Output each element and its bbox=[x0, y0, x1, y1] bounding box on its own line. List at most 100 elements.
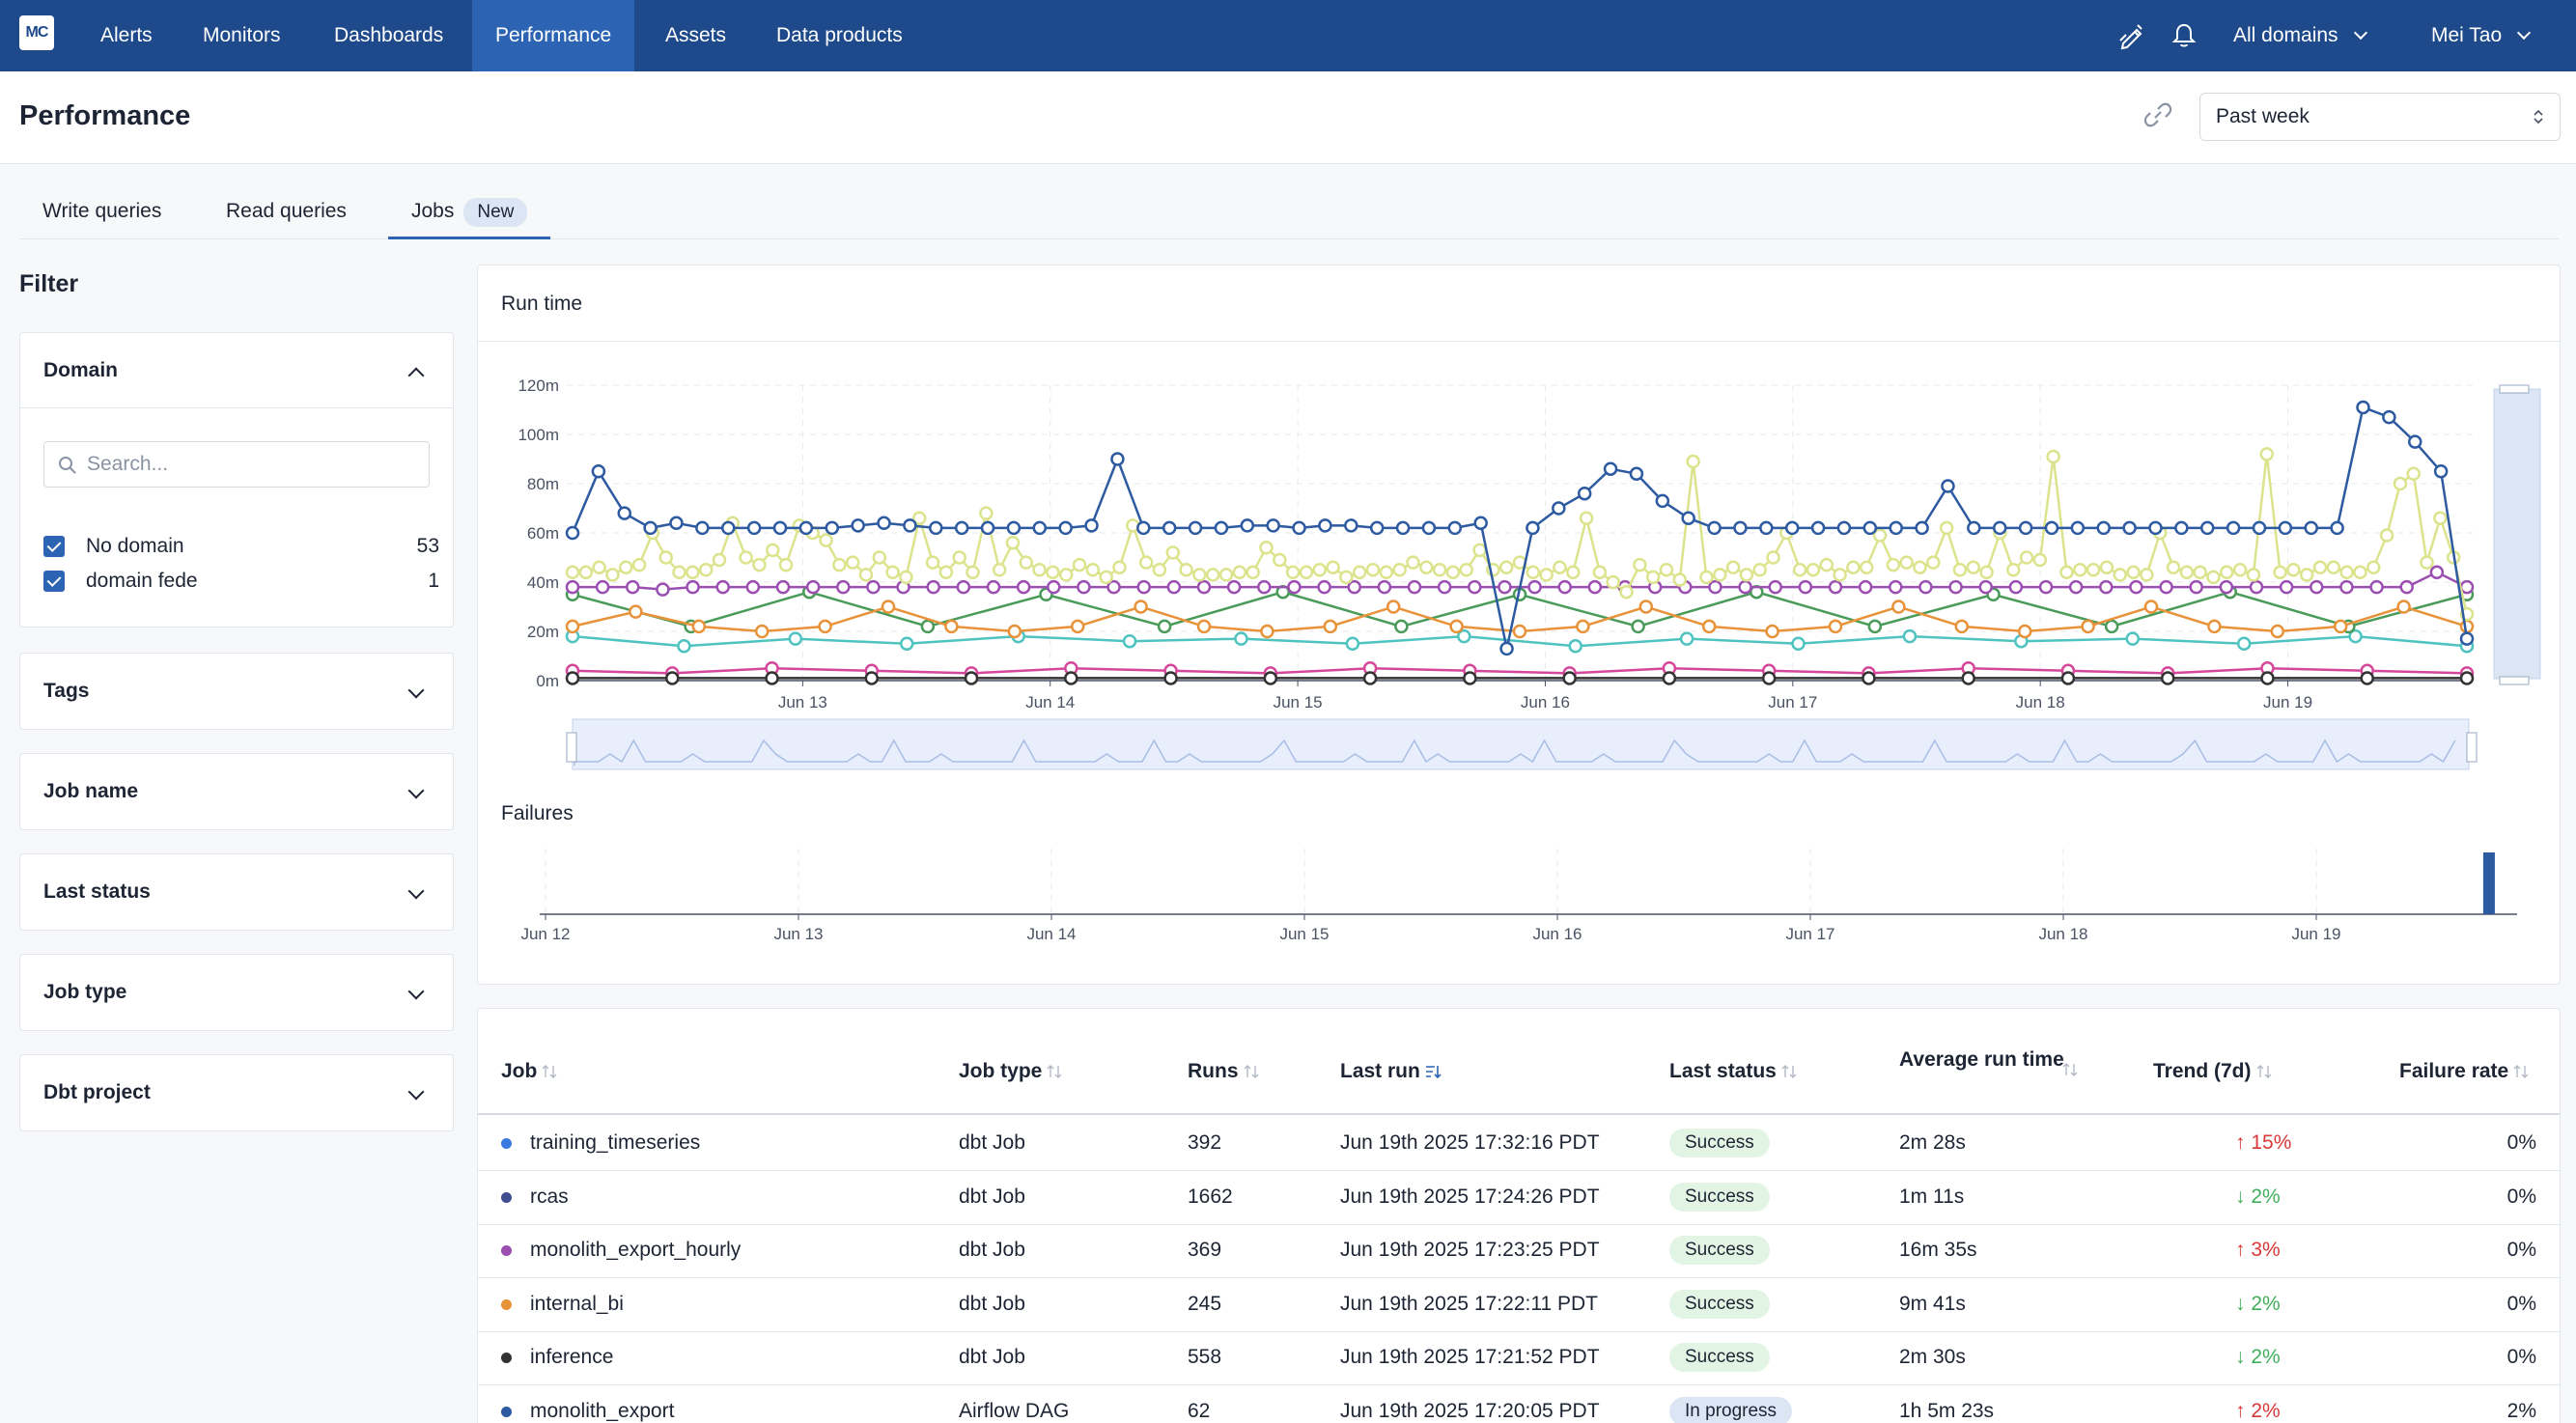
trend-value: ↑ 3% bbox=[2235, 1239, 2281, 1261]
table-row[interactable]: internal_bi dbt Job 245 Jun 19th 2025 17:22… bbox=[478, 1278, 2560, 1332]
data-point bbox=[885, 565, 900, 580]
column-last-status[interactable]: Last status bbox=[1669, 1060, 1798, 1083]
nav-item-alerts[interactable]: Alerts bbox=[100, 24, 153, 46]
tab-write-queries[interactable]: Write queries bbox=[42, 200, 162, 222]
table-row[interactable]: monolith_export_hourly dbt Job 369 Jun 19th… bbox=[478, 1224, 2560, 1278]
runs: 369 bbox=[1188, 1239, 1222, 1261]
data-point bbox=[1752, 563, 1767, 577]
data-point bbox=[565, 525, 580, 541]
failure-rate: 0% bbox=[2506, 1185, 2536, 1208]
link-icon[interactable] bbox=[2142, 98, 2174, 131]
data-point bbox=[1214, 520, 1229, 536]
sort-icon[interactable] bbox=[2061, 1061, 2079, 1078]
data-point bbox=[2420, 555, 2434, 570]
page-header: Performance Past week bbox=[0, 71, 2576, 164]
nav-item-data-products[interactable]: Data products bbox=[776, 24, 903, 46]
data-point bbox=[1152, 563, 1167, 577]
table-row[interactable]: monolith_export Airflow DAG 62 Jun 19th 202… bbox=[478, 1385, 2560, 1423]
data-point bbox=[1952, 563, 1968, 577]
tab-jobs[interactable]: Jobs New bbox=[388, 189, 551, 239]
data-point bbox=[1889, 579, 1903, 595]
user-menu[interactable]: Mei Tao bbox=[2431, 0, 2532, 71]
filter-job-type[interactable]: Job type bbox=[19, 954, 454, 1031]
column-job-type[interactable]: Job type bbox=[959, 1060, 1063, 1083]
job-name[interactable]: rcas bbox=[530, 1185, 569, 1208]
data-point bbox=[1867, 619, 1883, 634]
data-point bbox=[2174, 520, 2189, 536]
data-point bbox=[686, 579, 700, 595]
filter-domain-header[interactable]: Domain bbox=[20, 333, 453, 408]
trend-value: ↓ 2% bbox=[2235, 1185, 2281, 1208]
data-point bbox=[772, 520, 788, 536]
data-point bbox=[1527, 579, 1542, 595]
job-name[interactable]: training_timeseries bbox=[530, 1131, 701, 1154]
filter-tags[interactable]: Tags bbox=[19, 653, 454, 730]
domain-search-input[interactable]: Search... bbox=[43, 441, 430, 488]
job-name[interactable]: internal_bi bbox=[530, 1292, 624, 1315]
data-point bbox=[1273, 552, 1287, 568]
tab-read-queries[interactable]: Read queries bbox=[226, 200, 347, 222]
data-point bbox=[619, 560, 633, 574]
job-type: dbt Job bbox=[959, 1239, 1025, 1261]
column-average-run-time[interactable]: Average run time bbox=[1899, 1048, 2064, 1071]
data-point bbox=[2379, 528, 2394, 543]
pen-ruler-icon[interactable] bbox=[2114, 17, 2149, 52]
y-zoom-slider bbox=[2493, 388, 2541, 680]
status-badge: Success bbox=[1669, 1129, 1770, 1158]
filter-job-name[interactable]: Job name bbox=[19, 753, 454, 830]
data-point bbox=[1459, 563, 1473, 577]
data-point bbox=[1188, 520, 1203, 536]
table-row[interactable]: inference dbt Job 558 Jun 19th 2025 17:21:5… bbox=[478, 1331, 2560, 1385]
data-point bbox=[2348, 628, 2363, 644]
data-point bbox=[2032, 552, 2048, 568]
column-last-run[interactable]: Last run bbox=[1340, 1060, 1442, 1083]
data-point bbox=[1828, 579, 1843, 595]
data-point bbox=[712, 552, 727, 568]
table-row[interactable]: training_timeseries dbt Job 392 Jun 19th 20… bbox=[478, 1117, 2560, 1171]
data-point bbox=[1939, 520, 1954, 536]
filter-last-status[interactable]: Last status bbox=[19, 853, 454, 931]
job-name[interactable]: monolith_export bbox=[530, 1399, 675, 1422]
data-point bbox=[1419, 560, 1434, 574]
monte-carlo-logo[interactable]: MC bbox=[19, 15, 54, 50]
domain-option-domain-fede[interactable]: domain fede 1 bbox=[43, 568, 439, 597]
data-point bbox=[1499, 641, 1514, 656]
job-color-dot bbox=[501, 1406, 512, 1417]
column-runs[interactable]: Runs bbox=[1188, 1060, 1260, 1083]
data-point bbox=[2459, 579, 2475, 595]
checkbox-checked[interactable] bbox=[43, 571, 65, 592]
data-point bbox=[1192, 568, 1207, 582]
nav-item-dashboards[interactable]: Dashboards bbox=[334, 24, 444, 46]
data-point bbox=[1019, 555, 1034, 570]
data-point bbox=[1138, 555, 1154, 570]
data-point bbox=[2406, 466, 2421, 482]
bell-icon[interactable] bbox=[2167, 17, 2201, 52]
nav-item-assets[interactable]: Assets bbox=[665, 24, 727, 46]
data-point bbox=[2143, 600, 2159, 614]
checkbox-checked[interactable] bbox=[43, 536, 65, 557]
job-name[interactable]: inference bbox=[530, 1346, 614, 1368]
sort-icon bbox=[1244, 1065, 1258, 1079]
last-run: Jun 19th 2025 17:21:52 PDT bbox=[1340, 1346, 1600, 1368]
trend-value: ↓ 2% bbox=[2235, 1292, 2281, 1315]
data-point bbox=[858, 568, 874, 582]
table-row[interactable]: rcas dbt Job 1662 Jun 19th 2025 17:24:26 PD… bbox=[478, 1171, 2560, 1225]
data-point bbox=[2081, 619, 2095, 634]
data-point bbox=[1166, 579, 1182, 595]
column-trend[interactable]: Trend (7d) bbox=[2153, 1060, 2273, 1083]
run-time-chart[interactable]: 0m 20m 40m 60m 80m 100m 120m Jun 13 Jun 14 Jun 15… bbox=[478, 265, 2562, 986]
filter-dbt-project[interactable]: Dbt project bbox=[19, 1054, 454, 1131]
column-job[interactable]: Job bbox=[501, 1060, 558, 1083]
domain-option-no-domain[interactable]: No domain 53 bbox=[43, 533, 439, 562]
data-point bbox=[2304, 520, 2318, 536]
domain-selector[interactable]: All domains bbox=[2233, 0, 2367, 71]
nav-item-performance[interactable]: Performance bbox=[472, 0, 635, 71]
job-name[interactable]: monolith_export_hourly bbox=[530, 1239, 742, 1261]
time-range-select[interactable]: Past week bbox=[2199, 93, 2561, 141]
data-point bbox=[1386, 600, 1401, 614]
data-point bbox=[1579, 511, 1594, 525]
column-failure-rate[interactable]: Failure rate bbox=[2399, 1060, 2530, 1083]
nav-item-monitors[interactable]: Monitors bbox=[203, 24, 281, 46]
data-point bbox=[2299, 568, 2314, 582]
data-point bbox=[2273, 565, 2287, 580]
